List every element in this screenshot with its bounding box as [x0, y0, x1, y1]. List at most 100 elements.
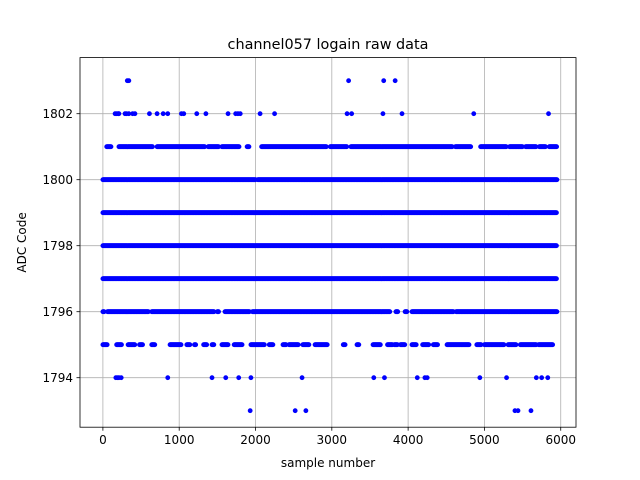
data-point [324, 342, 330, 348]
data-point [194, 111, 200, 117]
data-point [118, 375, 124, 381]
data-point [539, 375, 545, 381]
data-point [371, 375, 377, 381]
data-point [225, 111, 231, 117]
data-point [387, 309, 393, 315]
data-point [150, 144, 155, 150]
data-point [295, 342, 301, 348]
data-point [528, 408, 534, 414]
data-point [216, 309, 221, 315]
data-point [193, 342, 199, 348]
data-point [550, 342, 556, 348]
y-tick-label: 1802 [42, 107, 73, 121]
x-tick-label: 2000 [240, 433, 271, 447]
data-point [292, 408, 298, 414]
data-point [237, 111, 243, 117]
data-point [404, 309, 410, 315]
data-point [504, 375, 509, 381]
data-point [306, 342, 312, 348]
data-point [478, 342, 484, 348]
data-point [204, 342, 210, 348]
data-point [203, 111, 209, 117]
data-point [246, 144, 252, 150]
x-tick-label: 4000 [393, 433, 424, 447]
data-point [261, 342, 267, 348]
data-point [554, 144, 560, 150]
data-point [377, 342, 383, 348]
data-point [270, 342, 276, 348]
data-point [342, 342, 348, 348]
data-point [546, 111, 551, 117]
data-point [119, 342, 124, 348]
data-point [126, 78, 132, 84]
data-point [178, 342, 184, 348]
data-point [399, 111, 405, 117]
y-tick-label: 1800 [42, 173, 73, 187]
data-point [160, 111, 166, 117]
data-point [165, 375, 171, 381]
data-point [356, 342, 362, 348]
x-tick-label: 1000 [164, 433, 195, 447]
data-point [554, 177, 560, 183]
y-tick-label: 1798 [42, 239, 73, 253]
data-point [346, 78, 352, 84]
data-point [225, 342, 231, 348]
data-point [209, 375, 215, 381]
data-point [349, 111, 355, 117]
data-point [515, 408, 521, 414]
data-point [426, 342, 432, 348]
data-point [382, 375, 387, 381]
data-point [466, 342, 472, 348]
data-point [104, 342, 110, 348]
data-point [554, 276, 559, 282]
data-point [554, 210, 559, 216]
data-point [392, 78, 398, 84]
x-tick-label: 5000 [469, 433, 500, 447]
data-point [435, 342, 440, 348]
data-point [424, 375, 430, 381]
data-point [513, 342, 519, 348]
data-point [165, 111, 171, 117]
data-point [236, 375, 242, 381]
data-point [395, 309, 401, 315]
points-layer [100, 78, 560, 414]
data-point [211, 309, 217, 315]
y-tick-label: 1794 [42, 371, 73, 385]
y-axis-title: ADC Code [15, 212, 29, 272]
data-point [147, 111, 152, 117]
data-point [402, 342, 408, 348]
x-tick-label: 6000 [545, 433, 576, 447]
data-point [554, 309, 560, 315]
data-point [152, 342, 158, 348]
data-point [272, 111, 277, 117]
data-point [414, 375, 420, 381]
data-point [501, 342, 507, 348]
data-point [223, 375, 229, 381]
data-point [108, 144, 114, 150]
data-point [257, 111, 263, 117]
data-point [247, 408, 253, 414]
data-point [413, 342, 419, 348]
x-tick-label: 0 [99, 433, 107, 447]
x-tick-label: 3000 [317, 433, 348, 447]
data-point [132, 342, 138, 348]
data-point [381, 78, 387, 84]
data-point [101, 309, 107, 315]
data-point [471, 111, 477, 117]
data-point [145, 309, 151, 315]
y-tick-label: 1796 [42, 305, 73, 319]
data-point [181, 111, 187, 117]
data-point [299, 375, 305, 381]
data-point [236, 144, 242, 150]
data-point [154, 111, 160, 117]
data-point [533, 375, 539, 381]
data-point [239, 342, 245, 348]
chart-title: channel057 logain raw data [228, 37, 429, 53]
data-point [132, 111, 138, 117]
data-point [380, 111, 386, 117]
data-point [248, 375, 254, 381]
data-point [187, 342, 193, 348]
x-axis-title: sample number [281, 456, 375, 470]
